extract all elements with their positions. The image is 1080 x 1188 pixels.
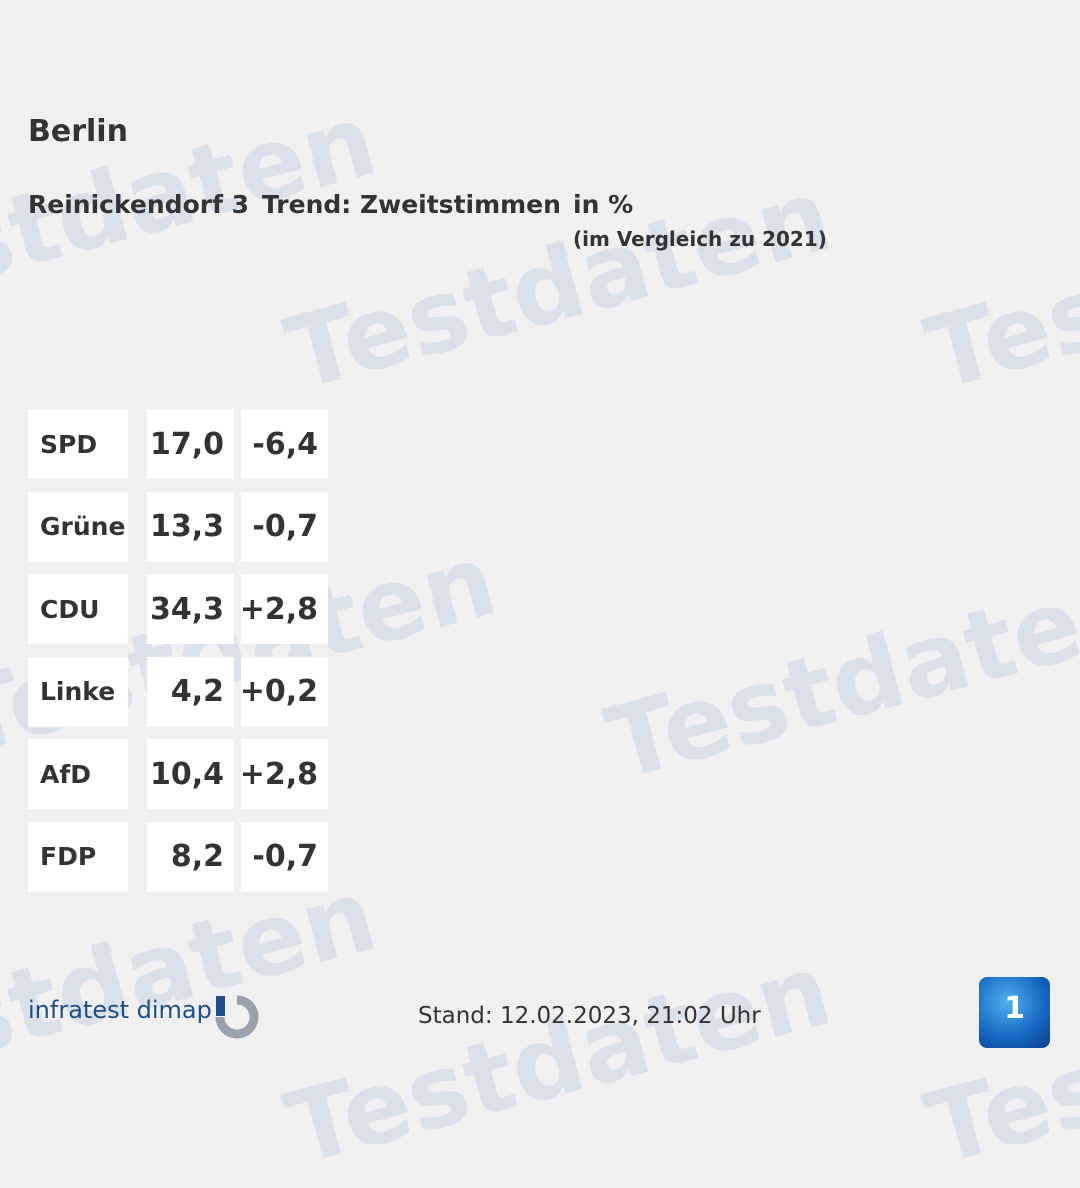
watermark: Testdaten bbox=[275, 931, 843, 1188]
party-cell: SPD bbox=[28, 409, 128, 479]
infratest-dimap-logo: infratest dimap bbox=[28, 996, 212, 1024]
unit-label: in % bbox=[573, 190, 634, 219]
party-cell: Grüne bbox=[28, 491, 128, 562]
value-cell: 34,3 bbox=[147, 574, 234, 644]
table-row: FDP 8,2 -0,7 bbox=[28, 821, 328, 892]
dimap-ring-icon bbox=[215, 995, 259, 1039]
comparison-note: (im Vergleich zu 2021) bbox=[573, 227, 827, 251]
timestamp: Stand: 12.02.2023, 21:02 Uhr bbox=[418, 1003, 761, 1029]
watermark: Testdaten bbox=[915, 156, 1080, 414]
table-row: Linke 4,2 +0,2 bbox=[28, 656, 328, 727]
diff-cell: -0,7 bbox=[241, 821, 328, 892]
party-cell: Linke bbox=[28, 656, 128, 727]
table-row: Grüne 13,3 -0,7 bbox=[28, 491, 328, 562]
ard-logo: 1 bbox=[979, 977, 1050, 1048]
value-cell: 10,4 bbox=[147, 739, 234, 809]
watermark: Testdaten bbox=[0, 856, 388, 1114]
watermark: Testdaten bbox=[915, 931, 1080, 1188]
table-row: AfD 10,4 +2,8 bbox=[28, 739, 328, 809]
constituency-label: Reinickendorf 3 bbox=[28, 190, 250, 219]
diff-cell: +0,2 bbox=[240, 656, 328, 727]
value-cell: 8,2 bbox=[147, 821, 234, 892]
table-row: CDU 34,3 +2,8 bbox=[28, 574, 328, 644]
party-cell: CDU bbox=[28, 574, 128, 644]
value-cell: 13,3 bbox=[147, 491, 234, 562]
ard-logo-text: 1 bbox=[1004, 991, 1025, 1026]
diff-cell: -0,7 bbox=[241, 491, 328, 562]
party-cell: FDP bbox=[28, 821, 128, 892]
party-cell: AfD bbox=[28, 739, 128, 809]
diff-cell: +2,8 bbox=[240, 739, 328, 809]
diff-cell: -6,4 bbox=[241, 409, 328, 479]
table-row: SPD 17,0 -6,4 bbox=[28, 409, 328, 479]
value-cell: 17,0 bbox=[147, 409, 234, 479]
diff-cell: +2,8 bbox=[240, 574, 328, 644]
trend-label: Trend: Zweitstimmen bbox=[262, 190, 561, 219]
value-cell: 4,2 bbox=[147, 656, 234, 727]
page-title: Berlin bbox=[28, 114, 128, 149]
watermark: Testdaten bbox=[595, 546, 1080, 804]
